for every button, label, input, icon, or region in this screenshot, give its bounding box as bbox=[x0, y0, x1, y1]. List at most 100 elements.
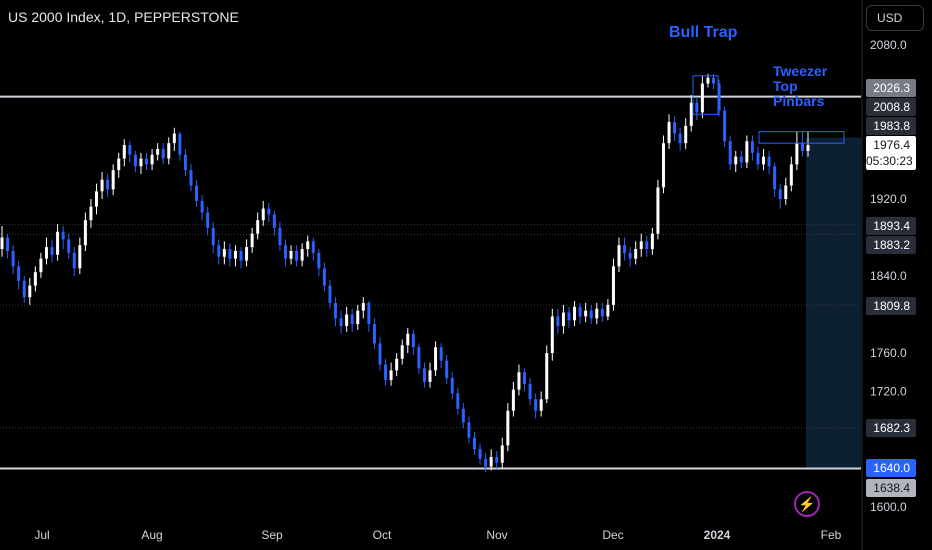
candle-body bbox=[106, 179, 110, 190]
candle-body bbox=[450, 378, 454, 394]
candle-body bbox=[328, 285, 332, 303]
projection-zone bbox=[806, 137, 861, 469]
candle-body bbox=[183, 154, 187, 171]
candle-body bbox=[422, 368, 426, 382]
x-tick-label: Nov bbox=[486, 528, 507, 542]
candle-body bbox=[322, 268, 326, 286]
candle-body bbox=[606, 304, 610, 317]
candle-body bbox=[300, 249, 304, 261]
y-tick-label: 1840.0 bbox=[870, 269, 907, 283]
candle-body bbox=[661, 143, 665, 188]
candle-body bbox=[734, 156, 738, 165]
candle-body bbox=[561, 312, 565, 327]
candle-body bbox=[634, 249, 638, 259]
candle-body bbox=[72, 252, 76, 269]
candle-body bbox=[334, 302, 338, 319]
candle-body bbox=[517, 372, 521, 390]
candle-body bbox=[233, 250, 237, 259]
y-tick-label: 1720.0 bbox=[870, 385, 907, 399]
candle-body bbox=[600, 308, 604, 317]
price-tag-1893: 1893.4 bbox=[866, 217, 916, 235]
candle-body bbox=[673, 122, 677, 134]
candle-body bbox=[78, 245, 82, 269]
candle-body bbox=[567, 312, 571, 321]
y-tick-label: 1760.0 bbox=[870, 346, 907, 360]
candle-body bbox=[506, 410, 510, 446]
candle-body bbox=[784, 185, 788, 199]
candle-body bbox=[767, 156, 771, 167]
candle-body bbox=[545, 353, 549, 400]
candle-body bbox=[684, 125, 688, 144]
candle-body bbox=[528, 383, 532, 400]
candle-body bbox=[200, 200, 204, 213]
candle-body bbox=[128, 145, 132, 155]
candle-body bbox=[467, 422, 471, 438]
candle-body bbox=[245, 247, 249, 261]
x-tick-label: Feb bbox=[821, 528, 842, 542]
candle-body bbox=[756, 152, 760, 165]
candle-body bbox=[372, 324, 376, 344]
candle-body bbox=[189, 170, 193, 186]
candle-body bbox=[283, 245, 287, 259]
candle-body bbox=[723, 110, 727, 142]
symbol-title[interactable]: US 2000 Index, 1D, PEPPERSTONE bbox=[8, 9, 239, 25]
candle-body bbox=[589, 310, 593, 319]
candle-body bbox=[272, 214, 276, 228]
tweezer-box bbox=[758, 131, 845, 144]
candle-body bbox=[345, 314, 349, 327]
candle-body bbox=[639, 241, 643, 250]
candle-body bbox=[350, 314, 354, 325]
candle-body bbox=[122, 145, 126, 159]
price-tag-support: 1640.0 bbox=[866, 459, 916, 477]
candle-body bbox=[445, 360, 449, 379]
candle-body bbox=[295, 250, 299, 261]
tweezer-line-1: Tweezer bbox=[773, 63, 828, 79]
candle-body bbox=[195, 185, 199, 201]
lightning-icon[interactable]: ⚡ bbox=[794, 491, 820, 517]
candle-body bbox=[400, 345, 404, 359]
candle-body bbox=[795, 143, 799, 165]
last-price: 1976.4 bbox=[873, 138, 910, 152]
candle-body bbox=[667, 122, 671, 144]
candle-body bbox=[6, 237, 10, 251]
candle-body bbox=[534, 399, 538, 411]
candle-body bbox=[261, 208, 265, 221]
candle-body bbox=[384, 364, 388, 380]
candle-body bbox=[456, 393, 460, 409]
candle-body bbox=[428, 370, 432, 382]
candle-body bbox=[39, 258, 43, 273]
candle-body bbox=[439, 347, 443, 361]
candle-body bbox=[778, 189, 782, 199]
candle-body bbox=[389, 370, 393, 380]
bull-trap-box bbox=[692, 75, 719, 115]
candle-body bbox=[145, 158, 149, 165]
candle-body bbox=[395, 358, 399, 371]
bull-trap-annotation: Bull Trap bbox=[669, 24, 738, 41]
candle-body bbox=[17, 266, 21, 281]
candle-body bbox=[356, 310, 360, 325]
candle-body bbox=[495, 456, 499, 463]
candle-body bbox=[89, 206, 93, 221]
candle-body bbox=[573, 306, 577, 321]
candle-body bbox=[317, 252, 321, 269]
candle-body bbox=[361, 302, 365, 311]
x-tick-label: Jul bbox=[34, 528, 49, 542]
tweezer-annotation: Tweezer Top Pinbars bbox=[773, 64, 827, 109]
candle-body bbox=[172, 133, 176, 144]
candle-body bbox=[417, 347, 421, 369]
candle-body bbox=[745, 141, 749, 163]
candle-body bbox=[406, 333, 410, 346]
candle-body bbox=[67, 239, 71, 253]
y-tick-label: 1920.0 bbox=[870, 192, 907, 206]
candle-body bbox=[28, 285, 32, 298]
candle-body bbox=[117, 158, 121, 171]
candle-body bbox=[206, 212, 210, 228]
candle-body bbox=[773, 166, 777, 190]
currency-selector[interactable]: USD bbox=[866, 5, 924, 31]
candle-body bbox=[717, 83, 721, 111]
candle-body bbox=[111, 170, 115, 190]
price-tag-2008: 2008.8 bbox=[866, 98, 916, 116]
candle-body bbox=[750, 141, 754, 153]
candle-body bbox=[523, 372, 527, 384]
